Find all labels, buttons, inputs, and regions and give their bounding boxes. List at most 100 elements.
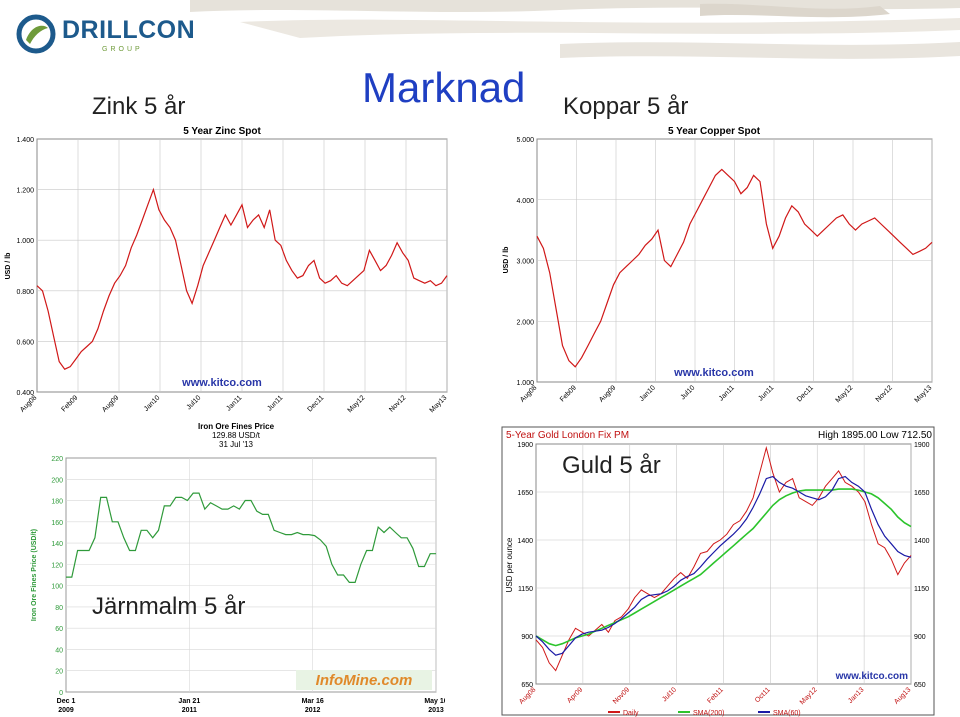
x-tick-label: Aug08: [19, 394, 38, 413]
y-tick-label: 1.200: [16, 188, 34, 195]
x-tick-label: Jun11: [757, 384, 775, 402]
copper-chart: 5 Year Copper Spot USD / lb 5.000 4.000 3.…: [503, 126, 934, 404]
y-tick-label: 1.000: [516, 380, 534, 387]
y-tick-label: 220: [51, 456, 63, 463]
logo-wordmark: DRILLCON: [62, 16, 196, 44]
x-tick-label: May12: [347, 394, 367, 414]
legend-label: Daily: [623, 710, 639, 717]
x-tick-label: Feb09: [559, 384, 578, 403]
gold-watermark: www.kitco.com: [835, 671, 909, 682]
x-tick-label: Aug09: [598, 384, 617, 403]
legend-label: SMA(200): [693, 710, 725, 717]
copper-y-axis-label: USD / lb: [503, 247, 510, 274]
x-tick-label: Jul10: [186, 394, 203, 411]
x-tick-label: Jun11: [266, 394, 284, 412]
y-tick-label: 1.000: [16, 238, 34, 245]
zinc-chart: 5 Year Zinc Spot USD / lb 1.400 1.200 1.00…: [5, 126, 449, 414]
x-tick-label: May13: [429, 394, 449, 414]
legend-label: SMA(60): [773, 710, 801, 717]
gold-title: 5-Year Gold London Fix PM: [506, 430, 629, 441]
x-tick-label: Dec11: [307, 394, 326, 413]
y-tick-label: 1150: [518, 586, 533, 593]
zinc-title: 5 Year Zinc Spot: [183, 126, 261, 137]
y-tick-label-right: 650: [914, 682, 926, 689]
label-iron: Järnmalm 5 år: [92, 593, 245, 620]
emblem-ring: [16, 14, 56, 54]
x-tick-label: Jan11: [225, 394, 243, 412]
label-gold: Guld 5 år: [562, 452, 661, 479]
y-tick-label: 120: [51, 562, 63, 569]
y-tick-label: 80: [55, 605, 63, 612]
gold-summary: High 1895.00 Low 712.50: [818, 430, 932, 441]
copper-watermark: www.kitco.com: [673, 367, 754, 379]
y-tick-label: 4.000: [516, 198, 534, 205]
gold-sma60-line: [535, 475, 912, 656]
logo-subtitle: GROUP: [102, 46, 143, 53]
copper-series-line: [536, 168, 933, 368]
zinc-y-axis-label: USD / lb: [5, 253, 12, 280]
gold-chart: 5-Year Gold London Fix PM High 1895.00 L…: [501, 426, 935, 717]
y-tick-label: 0.800: [16, 289, 34, 296]
y-tick-label: 0.400: [16, 390, 34, 397]
x-tick-label: Mar 16: [302, 698, 324, 705]
iron-series-line: [66, 492, 436, 583]
x-tick-label: Jan10: [143, 394, 162, 413]
label-zinc: Zink 5 år: [92, 93, 186, 120]
iron-price: 129.88 USD/t: [212, 431, 261, 440]
x-tick-label: Jan10: [638, 384, 657, 403]
y-tick-label: 160: [51, 520, 63, 527]
y-tick-label: 200: [51, 477, 63, 484]
y-tick-label-right: 1650: [914, 490, 930, 497]
y-tick-label: 0.600: [16, 339, 34, 346]
y-tick-label: 3.000: [516, 259, 534, 266]
x-tick-label: Jan 21: [178, 698, 200, 705]
x-tick-year: 2012: [305, 707, 321, 714]
iron-watermark-badge: InfoMine.com: [296, 670, 432, 690]
gold-y-axis-label: USD per ounce: [505, 537, 514, 592]
label-copper: Koppar 5 år: [563, 93, 689, 120]
iron-title: Iron Ore Fines Price: [198, 422, 275, 431]
x-tick-label: Jul10: [680, 384, 697, 401]
iron-ore-chart: Iron Ore Fines Price 129.88 USD/t 31 Jul…: [31, 422, 445, 714]
banner-stroke: [560, 42, 960, 59]
x-tick-label: May13: [914, 384, 934, 404]
y-tick-label: 1.400: [16, 137, 34, 144]
y-tick-label-right: 1150: [914, 586, 929, 593]
banner-stroke: [240, 18, 960, 38]
x-tick-year: 2013: [428, 707, 444, 714]
y-tick-label: 40: [55, 647, 63, 654]
y-tick-label: 20: [55, 669, 63, 676]
y-tick-label: 100: [51, 584, 63, 591]
x-tick-label: May 10: [424, 698, 445, 705]
x-tick-year: 2009: [58, 707, 74, 714]
x-tick-label: Aug09: [101, 394, 120, 413]
x-tick-label: Dec11: [796, 384, 815, 403]
copper-title: 5 Year Copper Spot: [668, 126, 761, 137]
x-tick-label: Nov12: [388, 394, 407, 413]
y-tick-label: 0: [59, 690, 63, 697]
zinc-watermark: www.kitco.com: [181, 377, 262, 389]
x-tick-label: Jan11: [718, 384, 736, 402]
banner-stroke: [190, 0, 960, 12]
gold-daily-line: [535, 445, 912, 672]
y-tick-label: 2.000: [516, 319, 534, 326]
zinc-series-line: [36, 187, 448, 370]
banner-stroke: [700, 3, 890, 18]
y-tick-label: 1400: [517, 538, 533, 545]
y-tick-label: 1650: [517, 490, 533, 497]
x-tick-label: Dec 1: [57, 698, 76, 705]
y-tick-label: 650: [521, 682, 533, 689]
y-tick-label-right: 1400: [914, 538, 930, 545]
iron-date: 31 Jul '13: [219, 440, 254, 449]
drillcon-emblem-icon: [16, 14, 56, 54]
drillcon-logo: DRILLCON GROUP: [16, 14, 195, 64]
iron-plot-area: [65, 457, 437, 693]
x-tick-label: May12: [835, 384, 855, 404]
gold-sma200-line: [535, 488, 912, 647]
header-banner: [190, 0, 960, 59]
x-tick-label: Nov12: [875, 384, 894, 403]
y-tick-label: 180: [51, 499, 63, 506]
y-tick-label: 140: [51, 541, 63, 548]
x-tick-label: Feb09: [60, 394, 79, 413]
emblem-leaf: [26, 25, 48, 44]
